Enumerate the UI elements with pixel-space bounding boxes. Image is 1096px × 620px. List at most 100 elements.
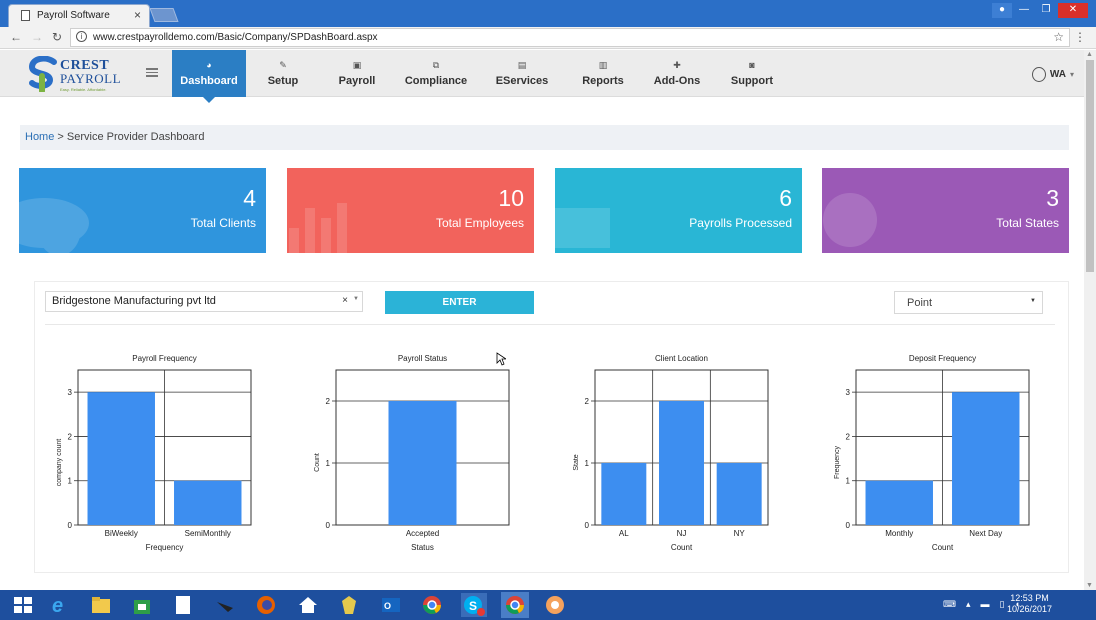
stat-value: 3	[1046, 185, 1059, 211]
bar	[87, 392, 155, 525]
crest-payroll-logo[interactable]: CREST PAYROLL Easy. Reliable. Affordable…	[28, 56, 128, 94]
x-tick-label: Next Day	[969, 529, 1002, 538]
stat-card-clients[interactable]: 4 Total Clients	[19, 168, 266, 253]
mouse-cursor-icon	[496, 352, 506, 366]
close-window-button[interactable]: ✕	[1058, 3, 1088, 18]
keyboard-icon[interactable]: ⌨	[943, 599, 956, 609]
file-explorer-icon[interactable]	[90, 594, 112, 616]
nav-label: Add-Ons	[653, 75, 701, 87]
firefox-icon[interactable]	[255, 594, 277, 616]
stat-card-payrolls[interactable]: 6 Payrolls Processed	[555, 168, 802, 253]
nav-eservices[interactable]: ▤ EServices	[478, 50, 566, 97]
profile-icon[interactable]: ●	[992, 3, 1012, 18]
hamburger-menu-icon[interactable]	[146, 68, 158, 77]
enter-button[interactable]: ENTER	[385, 291, 534, 314]
nav-compliance[interactable]: ⧉ Compliance	[394, 50, 478, 97]
chart-title: Client Location	[655, 354, 708, 363]
browser-tab[interactable]: Payroll Software ×	[8, 4, 150, 27]
breadcrumb-home-link[interactable]: Home	[25, 131, 55, 143]
nav-label: Setup	[267, 75, 299, 87]
close-tab-icon[interactable]: ×	[133, 8, 141, 22]
nav-label: Compliance	[404, 75, 468, 87]
divider	[45, 324, 1055, 325]
y-tick-label: 1	[585, 459, 590, 468]
new-tab-button[interactable]	[149, 8, 179, 22]
browser-toolbar: ← → ↻ i www.crestpayrolldemo.com/Basic/C…	[0, 27, 1096, 49]
main-nav: ◕ Dashboard ✎ Setup ▣ Payroll ⧉ Complian…	[172, 50, 790, 103]
y-tick-label: 2	[585, 397, 590, 406]
breadcrumb-separator: >	[54, 131, 67, 143]
y-tick-label: 0	[326, 521, 331, 530]
skype-icon[interactable]: S	[461, 593, 487, 617]
bar-chart-icon: ▥	[598, 60, 608, 70]
chevron-down-icon: ▾	[1069, 69, 1074, 79]
y-tick-label: 1	[68, 477, 73, 486]
info-icon[interactable]: i	[76, 31, 87, 42]
store-icon[interactable]	[131, 594, 153, 616]
maximize-button[interactable]: ❐	[1041, 4, 1051, 15]
bar	[865, 480, 933, 525]
reload-icon[interactable]: ↻	[52, 30, 63, 44]
internet-explorer-icon[interactable]: e	[49, 594, 71, 616]
scroll-down-icon[interactable]: ▼	[1086, 582, 1093, 589]
home-icon[interactable]	[297, 594, 319, 616]
nav-label: Support	[730, 75, 774, 87]
chevron-down-icon[interactable]: ▼	[353, 296, 359, 302]
y-tick-label: 1	[326, 459, 331, 468]
battery-icon[interactable]: ▯	[999, 599, 1005, 609]
paint-icon[interactable]	[544, 594, 566, 616]
nav-label: EServices	[495, 75, 549, 87]
x-axis-label: Status	[411, 543, 434, 552]
stat-value: 10	[498, 185, 524, 211]
chart-title: Deposit Frequency	[909, 354, 976, 363]
bar-chart-icon	[289, 203, 347, 253]
windows-start-icon[interactable]	[12, 594, 34, 616]
nav-payroll[interactable]: ▣ Payroll	[320, 50, 394, 97]
chart-type-select[interactable]: Point ▼	[894, 291, 1043, 314]
nav-add-ons[interactable]: ✚ Add-Ons	[640, 50, 714, 97]
stat-card-employees[interactable]: 10 Total Employees	[287, 168, 534, 253]
nav-support[interactable]: ◙ Support	[714, 50, 790, 97]
scroll-up-icon[interactable]: ▲	[1086, 51, 1093, 58]
document-icon[interactable]	[172, 594, 194, 616]
stat-label: Total States	[996, 216, 1059, 230]
browser-menu-icon[interactable]: ⋮	[1074, 30, 1086, 44]
nav-reports[interactable]: ▥ Reports	[566, 50, 640, 97]
security-icon[interactable]	[338, 594, 360, 616]
y-tick-label: 2	[326, 397, 331, 406]
chevron-up-icon[interactable]: ▴	[966, 599, 971, 609]
page-scrollbar[interactable]: ▲ ▼	[1084, 50, 1096, 590]
x-tick-label: Accepted	[406, 529, 439, 538]
logo-line2: PAYROLL	[60, 71, 122, 86]
network-icon[interactable]: ▬	[980, 599, 990, 609]
company-select-value: Bridgestone Manufacturing pvt ltd	[52, 295, 216, 307]
scroll-thumb[interactable]	[1086, 60, 1094, 272]
money-icon: ▣	[352, 60, 362, 70]
stat-card-states[interactable]: 3 Total States	[822, 168, 1069, 253]
address-bar[interactable]: i www.crestpayrolldemo.com/Basic/Company…	[70, 28, 1070, 47]
window-controls: ● — ❐ ✕	[992, 3, 1088, 20]
forward-arrow-icon[interactable]: →	[31, 30, 43, 44]
y-tick-label: 0	[585, 521, 590, 530]
user-menu[interactable]: WA ▾	[1031, 66, 1074, 82]
outlook-icon[interactable]: O	[380, 594, 402, 616]
y-axis-label: company count	[56, 439, 63, 487]
chrome-icon[interactable]	[421, 594, 443, 616]
message-icon: ◙	[749, 60, 755, 70]
chrome-active-icon[interactable]	[501, 592, 529, 618]
y-axis-label: Frequency	[834, 445, 841, 479]
pen-icon[interactable]	[214, 594, 236, 616]
back-arrow-icon[interactable]: ←	[10, 30, 22, 44]
x-axis-label: Count	[932, 543, 954, 552]
company-select[interactable]: Bridgestone Manufacturing pvt ltd × ▼	[45, 291, 363, 312]
nav-dashboard[interactable]: ◕ Dashboard	[172, 50, 246, 103]
x-tick-label: SemiMonthly	[185, 529, 231, 538]
logo-tagline: Easy. Reliable. Affordable.	[60, 87, 107, 92]
bookmark-star-icon[interactable]: ☆	[1053, 30, 1064, 44]
minimize-button[interactable]: —	[1019, 4, 1029, 15]
clear-selection-icon[interactable]: ×	[342, 295, 348, 306]
page-icon	[21, 10, 30, 21]
volume-icon[interactable]: ◖	[1014, 599, 1020, 609]
nav-setup[interactable]: ✎ Setup	[246, 50, 320, 97]
taskbar-clock[interactable]: 12:53 PM 10/26/2017	[1007, 593, 1052, 615]
